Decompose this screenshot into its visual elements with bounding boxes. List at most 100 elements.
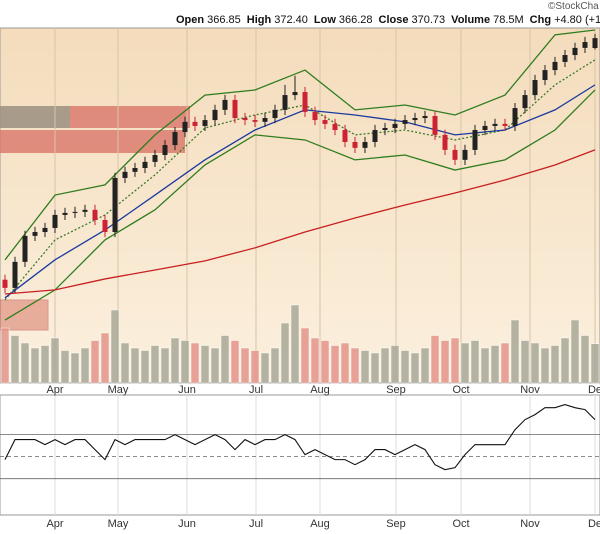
indicator-panel <box>0 394 600 516</box>
candle-body <box>42 227 48 233</box>
volume-bar <box>10 335 20 384</box>
volume-bar <box>430 335 440 384</box>
volume-bar <box>330 345 340 384</box>
moving-average <box>4 29 596 261</box>
indicator-line <box>4 404 596 471</box>
volume-bar <box>210 347 220 384</box>
x-tick-label: De <box>588 384 600 396</box>
plot: Apr Apr May May Jun Jun Jul Jul Aug Aug Sep Sep Oct O… <box>0 28 600 530</box>
candle-body <box>212 109 218 121</box>
candle-body <box>522 95 528 109</box>
volume-bar <box>230 340 240 384</box>
candle-body <box>292 92 298 96</box>
candle-body <box>182 121 188 133</box>
header-value: 370.73 <box>411 14 446 26</box>
x-tick-label: May <box>108 384 129 396</box>
candle-body <box>462 149 468 160</box>
candle-body <box>72 211 78 213</box>
header-label: Volume <box>451 14 491 26</box>
candle-body <box>512 108 518 126</box>
candle-body <box>402 120 408 124</box>
volume-bar <box>540 347 550 384</box>
volume-bar <box>470 340 480 384</box>
volume-bar <box>270 347 280 384</box>
candle-body <box>342 130 348 142</box>
moving-average <box>4 89 596 321</box>
x-tick-label: Aug <box>310 518 330 530</box>
header-label: Close <box>378 14 409 26</box>
volume-bar <box>500 342 510 384</box>
volume-bar <box>320 340 330 384</box>
volume-bar <box>180 340 190 384</box>
volume-bar <box>570 319 580 384</box>
x-tick-label: Apr <box>46 518 63 530</box>
volume-bar <box>390 345 400 384</box>
candle-body <box>132 168 138 172</box>
candle-body <box>482 125 488 131</box>
volume-bar <box>140 350 150 384</box>
zone <box>0 299 49 331</box>
volume-bar <box>440 340 450 384</box>
x-tick-label: Nov <box>520 384 540 396</box>
header-label: Open <box>176 14 205 26</box>
volume-bar <box>350 347 360 384</box>
candle-body <box>372 130 378 142</box>
moving-average <box>4 149 596 295</box>
candle-body <box>202 120 208 126</box>
volume-bar <box>490 345 500 384</box>
volume-bar <box>190 342 200 384</box>
volume-bar <box>580 335 590 384</box>
candle-body <box>302 92 308 112</box>
volume-bar <box>310 337 320 384</box>
candle-body <box>192 121 198 126</box>
header-label: Chg <box>529 14 552 26</box>
candle-body <box>62 212 68 215</box>
header: Open 366.85 High 372.40 Low 366.28 Close 370.73… <box>170 14 600 26</box>
candle-body <box>502 123 508 126</box>
candle-body <box>122 171 128 178</box>
x-tick-label: May <box>108 518 129 530</box>
volume-bar <box>150 345 160 384</box>
candle-body <box>582 42 588 48</box>
candle-body <box>112 177 118 233</box>
x-tick-label: Jun <box>178 384 196 396</box>
candle-body <box>322 120 328 124</box>
candle-body <box>282 95 288 110</box>
zone <box>70 106 190 128</box>
candle-body <box>2 279 8 288</box>
x-tick-label: Oct <box>452 384 469 396</box>
candle-body <box>32 232 38 236</box>
zone <box>0 130 185 153</box>
price-panel <box>0 27 600 384</box>
candle-body <box>222 99 228 110</box>
candle-body <box>252 120 258 122</box>
volume-bar <box>0 327 10 384</box>
candle-body <box>562 55 568 62</box>
volume-bar <box>110 309 120 384</box>
candle-body <box>552 61 558 71</box>
candle-body <box>12 261 18 288</box>
volume-bar <box>340 342 350 384</box>
volume-bar <box>290 304 300 384</box>
candle-body <box>392 123 398 128</box>
header-label: Low <box>313 14 336 26</box>
volume-bar <box>410 352 420 384</box>
candle-body <box>312 111 318 121</box>
header-label: High <box>246 14 272 26</box>
candle-body <box>172 132 178 146</box>
header-value: +4.80 (+1 <box>554 14 600 26</box>
volume-bar <box>60 350 70 384</box>
x-tick-label: Jul <box>249 518 263 530</box>
volume-bar <box>130 347 140 384</box>
volume-bar <box>40 345 50 384</box>
x-tick-label: Jul <box>249 384 263 396</box>
header-value: 366.28 <box>338 14 373 26</box>
volume-bar <box>550 345 560 384</box>
candle-body <box>162 145 168 156</box>
candle-body <box>22 235 28 262</box>
header-value: 78.5M <box>493 14 524 26</box>
x-tick-label: Nov <box>520 518 540 530</box>
volume-bar <box>400 350 410 384</box>
volume-bar <box>50 337 60 384</box>
